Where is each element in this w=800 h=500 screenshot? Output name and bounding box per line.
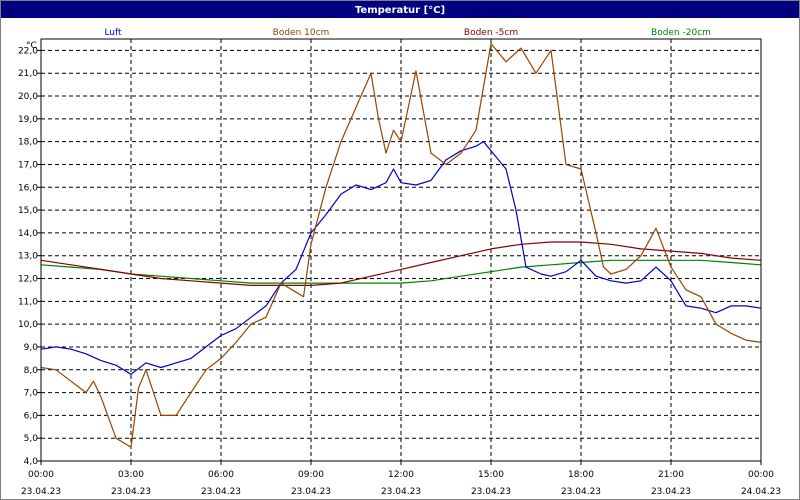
x-tick-time: 00:00 bbox=[28, 470, 54, 480]
x-tick-date: 23.04.23 bbox=[561, 487, 601, 497]
x-tick-time: 21:00 bbox=[658, 470, 684, 480]
y-tick-label: 13,0 bbox=[18, 252, 38, 262]
y-tick-label: 20,0 bbox=[18, 92, 38, 102]
x-tick-time: 09:00 bbox=[298, 470, 324, 480]
y-tick-label: 12,0 bbox=[18, 275, 38, 285]
legend-entry: Boden -20cm bbox=[651, 28, 711, 38]
x-tick-date: 23.04.23 bbox=[651, 487, 691, 497]
series-line-boden-10cm bbox=[40, 43, 762, 448]
title-bar bbox=[1, 1, 799, 18]
x-tick-date: 23.04.23 bbox=[381, 487, 421, 497]
x-tick-time: 12:00 bbox=[388, 470, 414, 480]
plot-border bbox=[40, 38, 762, 462]
x-tick-time: 06:00 bbox=[208, 470, 234, 480]
y-tick-label: 5,0 bbox=[24, 434, 39, 444]
legend-entry: Boden 10cm bbox=[273, 28, 330, 38]
series-line-boden-5cm bbox=[40, 241, 762, 286]
y-tick-label: 16,0 bbox=[18, 183, 38, 193]
y-tick-label: 4,0 bbox=[24, 457, 39, 467]
x-axis: 00:00 23.04.23 03:00 23.04.23 06:00 23.04.23 0… bbox=[21, 461, 781, 497]
y-tick-label: 6,0 bbox=[24, 411, 39, 421]
x-tick-date: 23.04.23 bbox=[111, 487, 151, 497]
legend-entry: Boden -5cm bbox=[464, 28, 518, 38]
series-group bbox=[40, 43, 762, 448]
chart-title: Temperatur [°C] bbox=[355, 5, 445, 16]
y-tick-label: 14,0 bbox=[18, 229, 38, 239]
x-tick-date: 23.04.23 bbox=[21, 487, 61, 497]
legend-entry: Luft bbox=[104, 28, 122, 38]
y-tick-label: 21,0 bbox=[18, 69, 38, 79]
legend: Luft Boden 10cm Boden -5cm Boden -20cm bbox=[104, 28, 711, 38]
y-axis: 4,0 5,0 6,0 7,0 8,0 9,0 10,0 11,0 12,0 13,0 14,0 15… bbox=[18, 46, 41, 467]
x-tick-time: 03:00 bbox=[118, 470, 144, 480]
y-tick-label: 22,0 bbox=[18, 46, 38, 56]
x-tick-time: 00:00 bbox=[748, 470, 774, 480]
x-tick-date: 23.04.23 bbox=[201, 487, 241, 497]
x-tick-time: 18:00 bbox=[568, 470, 594, 480]
y-tick-label: 10,0 bbox=[18, 320, 38, 330]
y-unit-label: °C bbox=[26, 41, 37, 51]
x-tick-time: 15:00 bbox=[478, 470, 504, 480]
y-tick-label: 15,0 bbox=[18, 206, 38, 216]
y-tick-label: 19,0 bbox=[18, 115, 38, 125]
y-tick-label: 18,0 bbox=[18, 138, 38, 148]
y-tick-label: 8,0 bbox=[24, 366, 39, 376]
series-line-luft bbox=[40, 141, 762, 375]
x-tick-date: 23.04.23 bbox=[291, 487, 331, 497]
series-line-boden-20cm bbox=[40, 259, 762, 284]
y-tick-label: 11,0 bbox=[18, 297, 38, 307]
y-tick-label: 9,0 bbox=[24, 343, 39, 353]
grid bbox=[41, 39, 761, 462]
y-tick-label: 7,0 bbox=[24, 389, 39, 399]
x-tick-date: 24.04.23 bbox=[741, 487, 781, 497]
y-tick-label: 17,0 bbox=[18, 160, 38, 170]
x-tick-date: 23.04.23 bbox=[471, 487, 511, 497]
